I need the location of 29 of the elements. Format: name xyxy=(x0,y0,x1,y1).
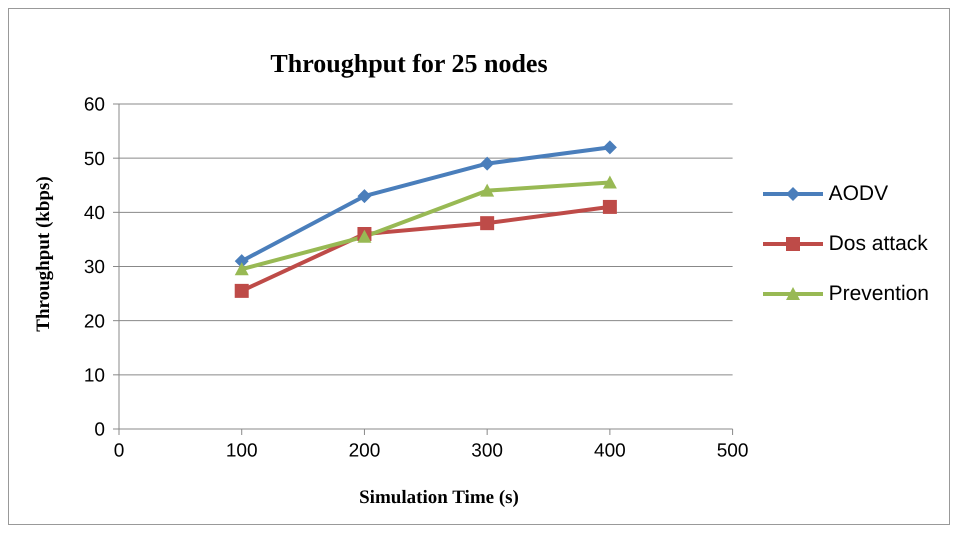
y-tick-label: 10 xyxy=(84,366,105,387)
point xyxy=(602,176,617,189)
x-tick-label: 200 xyxy=(348,440,380,462)
point xyxy=(357,189,372,204)
legend-label: Prevention xyxy=(828,281,929,307)
x-tick-label: 0 xyxy=(114,440,124,462)
x-axis-title: Simulation Time (s) xyxy=(358,487,520,509)
x-tick-label: 400 xyxy=(594,440,626,462)
y-axis-title: Throughput (kbps) xyxy=(33,176,55,332)
point xyxy=(234,262,249,276)
y-tick-label: 60 xyxy=(84,94,105,116)
point xyxy=(357,230,372,243)
point xyxy=(480,156,494,171)
chart-title: Throughput for 25 nodes xyxy=(269,49,549,79)
point xyxy=(602,140,617,154)
y-tick-label: 0 xyxy=(94,420,105,441)
y-tick-label: 30 xyxy=(84,257,105,278)
y-tick-label: 40 xyxy=(84,203,105,224)
y-tick-label: 20 xyxy=(84,311,105,332)
legend-label: Dos attack xyxy=(828,231,928,257)
point xyxy=(480,184,494,197)
legend-label: AODV xyxy=(828,181,888,207)
x-tick-label: 300 xyxy=(471,440,504,462)
point xyxy=(234,284,249,298)
x-tick-label: 100 xyxy=(226,440,258,462)
point xyxy=(602,200,617,214)
y-tick-label: 50 xyxy=(84,148,105,170)
point xyxy=(480,216,494,230)
x-tick-label: 500 xyxy=(716,440,748,462)
